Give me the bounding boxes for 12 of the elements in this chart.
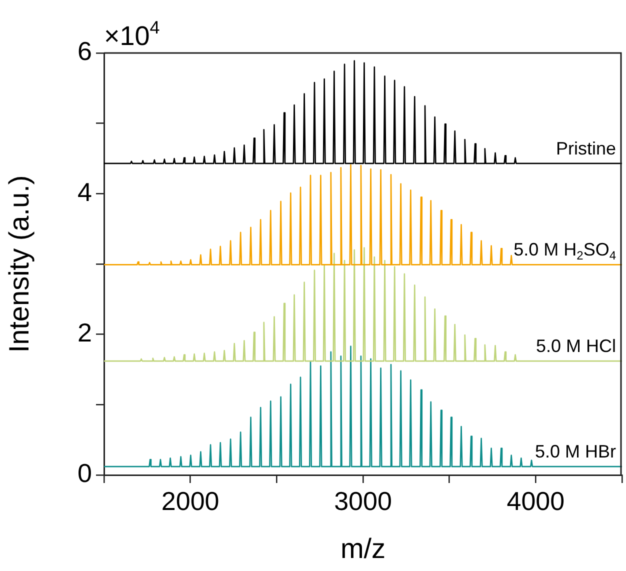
series-label: 5.0 M HBr [534,442,616,462]
x-tick-label: 2000 [161,486,220,516]
series-label: 5.0 M HCl [536,336,616,356]
y-tick-label: 6 [78,36,92,66]
series-label: Pristine [556,138,616,158]
x-tick-label: 4000 [506,486,565,516]
y-tick-label: 0 [78,458,92,488]
y-tick-label: 4 [78,176,92,207]
x-tick-label: 3000 [334,486,392,516]
y-axis-title: Intensity (a.u.) [4,175,35,353]
x-axis-title: m/z [340,532,386,564]
y-tick-label: 2 [78,318,92,348]
